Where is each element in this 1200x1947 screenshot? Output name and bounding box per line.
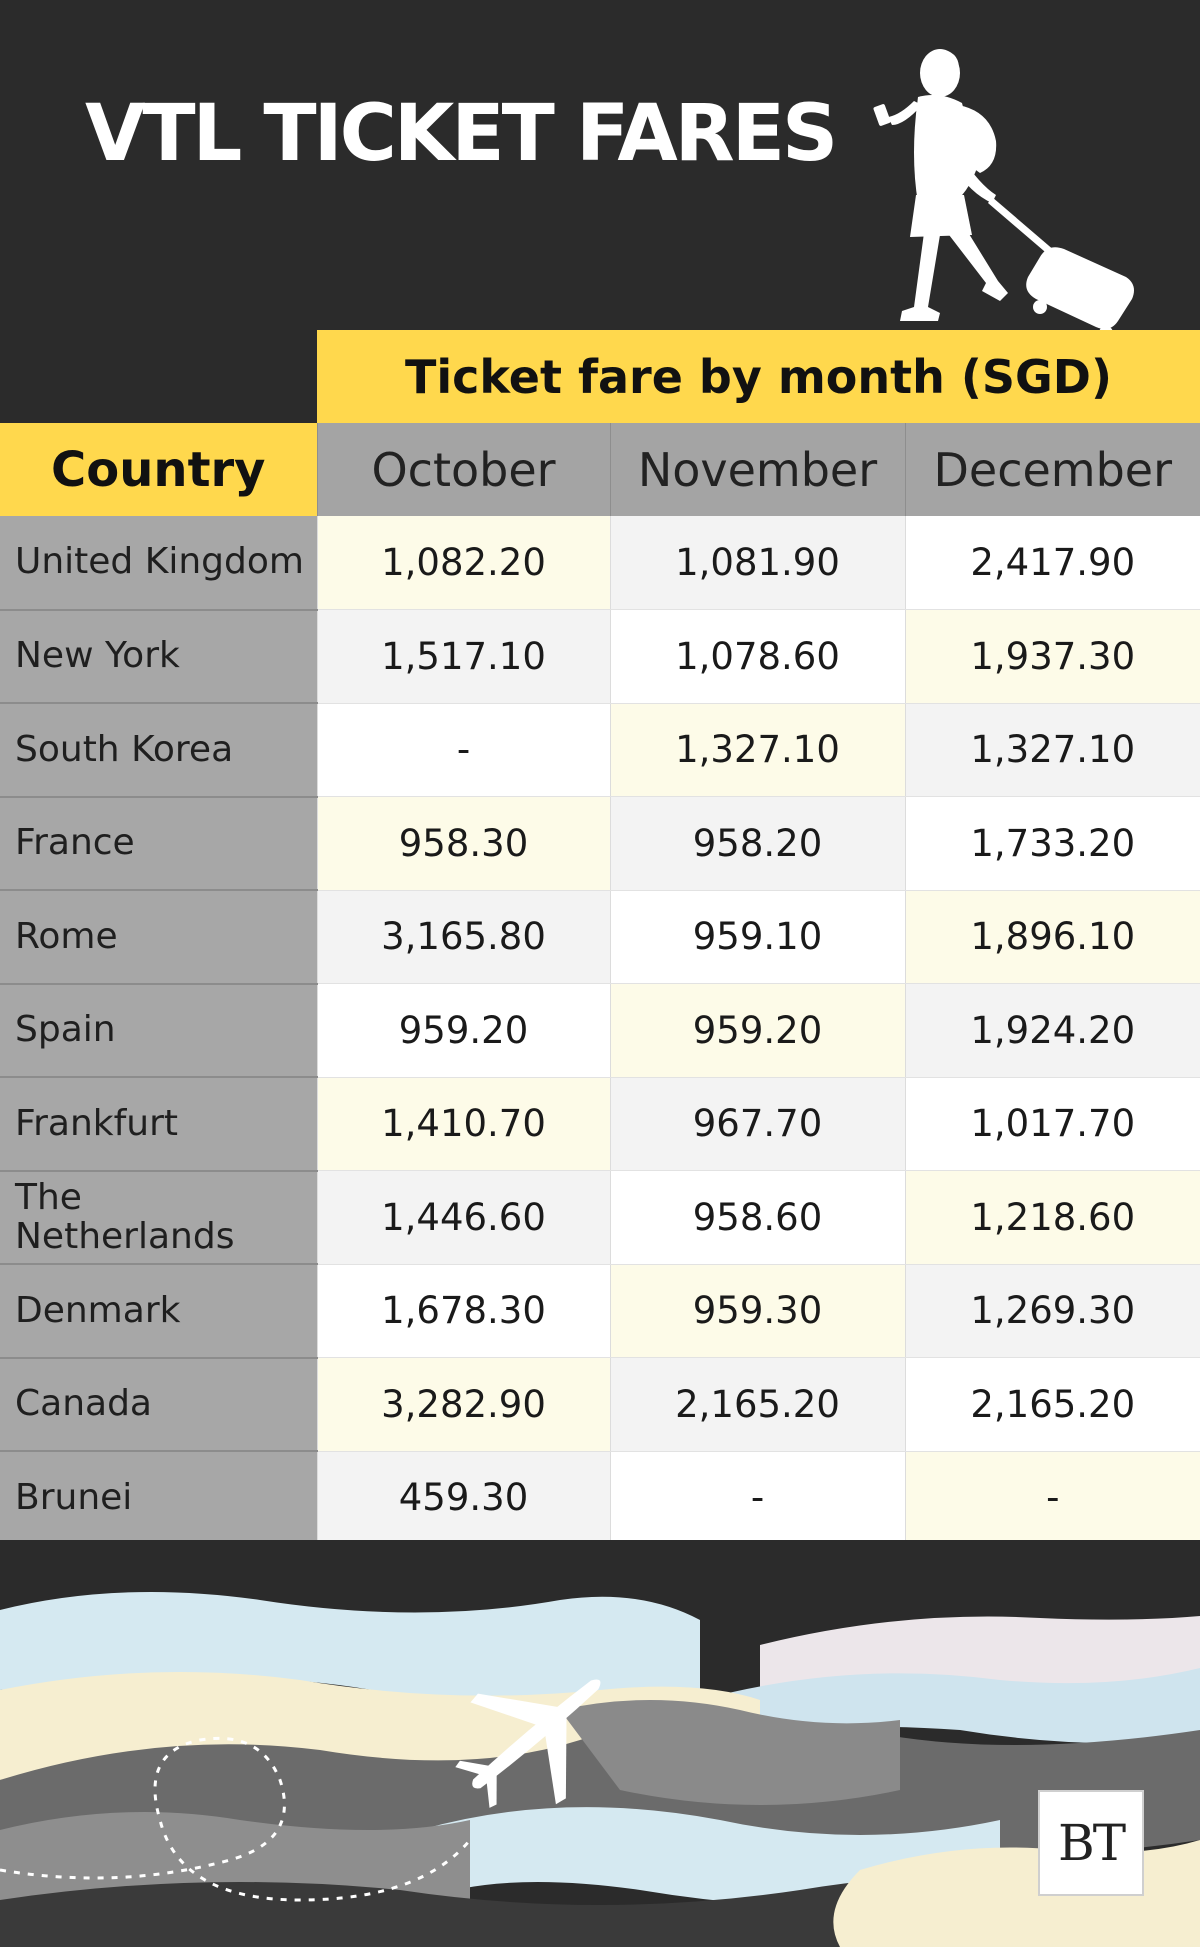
fare-cell-december: 1,327.10 <box>904 703 1200 797</box>
fare-cell-november: 958.60 <box>609 1170 905 1265</box>
fare-cell-november: 1,327.10 <box>609 703 905 797</box>
fare-cell-december: 1,924.20 <box>904 983 1200 1078</box>
fare-cell-november: 959.10 <box>609 890 905 984</box>
fare-table: Ticket fare by month (SGD) Country Octob… <box>0 330 1200 1546</box>
country-cell: France <box>0 796 317 891</box>
country-cell: Spain <box>0 983 317 1078</box>
fare-cell-december: - <box>904 1451 1200 1545</box>
column-header-row: Country October November December <box>0 423 1200 516</box>
fare-cell-october: 1,678.30 <box>316 1264 610 1358</box>
fare-cell-december: 1,896.10 <box>904 890 1200 984</box>
fare-cell-october: 958.30 <box>316 796 610 891</box>
fare-cell-october: 459.30 <box>316 1451 610 1545</box>
table-row: France 958.30 958.20 1,733.20 <box>0 796 1200 891</box>
fare-cell-december: 2,165.20 <box>904 1357 1200 1452</box>
table-row: Rome 3,165.80 959.10 1,896.10 <box>0 890 1200 985</box>
fare-cell-october: 959.20 <box>316 983 610 1078</box>
group-header: Ticket fare by month (SGD) <box>317 330 1200 423</box>
table-row: The Netherlands 1,446.60 958.60 1,218.60 <box>0 1170 1200 1265</box>
airplane-icon <box>455 1679 601 1808</box>
fare-cell-november: 1,081.90 <box>609 516 905 610</box>
country-cell: South Korea <box>0 703 317 798</box>
table-row: Frankfurt 1,410.70 967.70 1,017.70 <box>0 1077 1200 1172</box>
table-row: Denmark 1,678.30 959.30 1,269.30 <box>0 1264 1200 1359</box>
table-row: Canada 3,282.90 2,165.20 2,165.20 <box>0 1357 1200 1452</box>
fare-cell-october: 3,165.80 <box>316 890 610 984</box>
table-row: United Kingdom 1,082.20 1,081.90 2,417.90 <box>0 516 1200 611</box>
fare-cell-october: - <box>316 703 610 797</box>
fare-cell-october: 3,282.90 <box>316 1357 610 1452</box>
fare-cell-december: 1,733.20 <box>904 796 1200 891</box>
fare-cell-november: 2,165.20 <box>609 1357 905 1452</box>
group-header-row: Ticket fare by month (SGD) <box>0 330 1200 423</box>
fare-table-container: Ticket fare by month (SGD) Country Octob… <box>0 330 1200 1546</box>
bt-logo: BT <box>1038 1790 1144 1896</box>
country-cell: Brunei <box>0 1451 317 1546</box>
fare-cell-november: 959.30 <box>609 1264 905 1358</box>
fare-cell-december: 1,017.70 <box>904 1077 1200 1171</box>
fare-cell-october: 1,410.70 <box>316 1077 610 1171</box>
country-cell: Frankfurt <box>0 1077 317 1172</box>
table-row: Spain 959.20 959.20 1,924.20 <box>0 983 1200 1078</box>
table-row: Brunei 459.30- - <box>0 1451 1200 1546</box>
fare-cell-december: 1,937.30 <box>904 609 1200 704</box>
table-row: South Korea -1,327.10 1,327.10 <box>0 703 1200 798</box>
country-cell: The Netherlands <box>0 1170 317 1265</box>
table-row: New York 1,517.10 1,078.60 1,937.30 <box>0 609 1200 704</box>
country-cell: Denmark <box>0 1264 317 1359</box>
fare-cell-october: 1,082.20 <box>316 516 610 610</box>
page-title: VTL TICKET FARES <box>85 89 838 179</box>
fare-cell-november: 967.70 <box>609 1077 905 1171</box>
fare-cell-november: 958.20 <box>609 796 905 891</box>
fare-cell-november: 1,078.60 <box>609 609 905 704</box>
traveler-with-suitcase-icon <box>873 49 1134 335</box>
fare-cell-december: 1,218.60 <box>904 1170 1200 1265</box>
column-header-october: October <box>316 423 610 516</box>
country-cell: Rome <box>0 890 317 985</box>
landscape-illustration <box>0 1540 1200 1947</box>
country-cell: Canada <box>0 1357 317 1452</box>
fare-cell-october: 1,517.10 <box>316 609 610 704</box>
header-spacer <box>0 330 317 423</box>
country-cell: New York <box>0 609 317 704</box>
fare-cell-november: - <box>609 1451 905 1545</box>
country-header: Country <box>0 423 317 516</box>
column-header-november: November <box>609 423 905 516</box>
fare-cell-december: 1,269.30 <box>904 1264 1200 1358</box>
country-cell: United Kingdom <box>0 516 317 611</box>
table-body: United Kingdom 1,082.20 1,081.90 2,417.90 Ne… <box>0 516 1200 1546</box>
fare-cell-november: 959.20 <box>609 983 905 1078</box>
fare-cell-december: 2,417.90 <box>904 516 1200 610</box>
fare-cell-october: 1,446.60 <box>316 1170 610 1265</box>
column-header-december: December <box>904 423 1200 516</box>
